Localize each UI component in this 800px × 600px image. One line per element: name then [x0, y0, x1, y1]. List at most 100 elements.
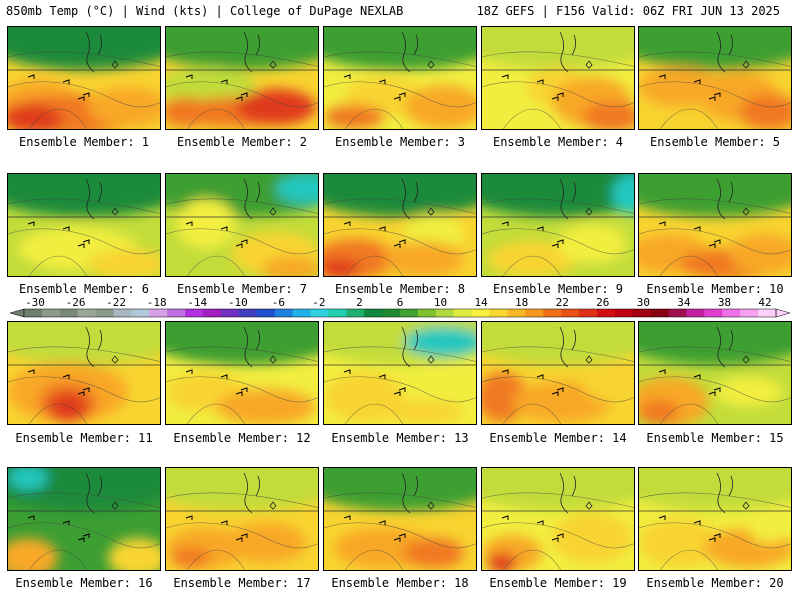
ensemble-member-label: Ensemble Member: 18	[331, 576, 469, 590]
colorbar-segment	[59, 309, 79, 317]
colorbar-tick-label: -22	[106, 296, 126, 309]
colorbar-segment	[543, 309, 562, 317]
temperature-colorbar: -30 -26 -22 -18 -14 -10 -6 -2 2 6 10 14 18 22 26 30 34 38…	[8, 296, 792, 320]
ensemble-member-label: Ensemble Member: 12	[173, 431, 311, 445]
ensemble-member-map	[165, 173, 319, 277]
ensemble-member-map	[638, 173, 792, 277]
colorbar-segment	[400, 309, 419, 317]
colorbar-tick-label: -6	[272, 296, 285, 309]
colorbar-segment	[131, 309, 150, 317]
colorbar-segment	[220, 309, 240, 317]
colorbar-segment	[417, 309, 437, 317]
colorbar-tick-label: 2	[356, 296, 363, 309]
colorbar-segment	[453, 309, 473, 317]
ensemble-member-label: Ensemble Member: 9	[492, 282, 624, 296]
colorbar-segment	[185, 309, 204, 317]
map-title: 850mb Temp (°C) | Wind (kts) | College o…	[6, 4, 404, 18]
ensemble-member-map	[323, 173, 477, 277]
colorbar-tick-label: -18	[147, 296, 167, 309]
ensemble-member-label: Ensemble Member: 16	[15, 576, 153, 590]
colorbar-segment	[632, 309, 652, 317]
ensemble-member-label: Ensemble Member: 15	[646, 431, 784, 445]
colorbar-segment	[41, 309, 61, 317]
ensemble-member-label: Ensemble Member: 11	[15, 431, 153, 445]
colorbar-segment	[668, 309, 687, 317]
colorbar-segment	[525, 309, 544, 317]
colorbar-segment	[256, 309, 276, 317]
colorbar-segment	[561, 309, 580, 317]
colorbar-max-arrow	[775, 308, 791, 318]
colorbar-segment	[704, 309, 723, 317]
ensemble-member-map	[481, 26, 635, 130]
ensemble-member-label: Ensemble Member: 8	[334, 282, 466, 296]
colorbar-segment	[310, 309, 329, 317]
colorbar-segment	[507, 309, 526, 317]
colorbar-segment	[722, 309, 741, 317]
ensemble-member-map	[7, 26, 161, 130]
colorbar-segment	[382, 309, 401, 317]
colorbar-tick-label: 22	[556, 296, 569, 309]
colorbar-tick-label: 18	[515, 296, 528, 309]
colorbar-tick-label: 26	[596, 296, 609, 309]
colorbar-segment	[203, 309, 222, 317]
colorbar-segment	[364, 309, 383, 317]
model-run-label: 18Z GEFS | F156 Valid: 06Z FRI JUN 13 20…	[476, 4, 780, 18]
colorbar-segment	[758, 309, 777, 317]
ensemble-member-label: Ensemble Member: 13	[331, 431, 469, 445]
colorbar-segment	[274, 309, 294, 317]
ensemble-member-map	[165, 26, 319, 130]
colorbar-tick-label: 6	[397, 296, 404, 309]
colorbar-segment	[292, 309, 311, 317]
ensemble-member-label: Ensemble Member: 4	[492, 135, 624, 149]
colorbar-segment	[167, 309, 186, 317]
colorbar-tick-label: 42	[758, 296, 771, 309]
ensemble-member-map	[7, 173, 161, 277]
colorbar-segment	[24, 309, 43, 317]
ensemble-member-map	[481, 467, 635, 571]
colorbar-tick-label: 34	[677, 296, 691, 309]
ensemble-member-label: Ensemble Member: 14	[489, 431, 627, 445]
ensemble-member-label: Ensemble Member: 2	[176, 135, 308, 149]
colorbar-segment	[113, 309, 132, 317]
colorbar-segment	[95, 309, 115, 317]
colorbar-segment	[489, 309, 508, 317]
ensemble-member-label: Ensemble Member: 7	[176, 282, 308, 296]
colorbar-segment	[471, 309, 491, 317]
colorbar-segment	[435, 309, 455, 317]
colorbar-tick-label: -30	[25, 296, 45, 309]
ensemble-member-map	[165, 321, 319, 425]
ensemble-member-label: Ensemble Member: 17	[173, 576, 311, 590]
colorbar-tick-label: -14	[187, 296, 207, 309]
ensemble-member-label: Ensemble Member: 20	[646, 576, 784, 590]
colorbar-tick-label: 10	[434, 296, 447, 309]
ensemble-member-map	[323, 321, 477, 425]
ensemble-member-map	[638, 26, 792, 130]
ensemble-member-map	[481, 321, 635, 425]
ensemble-member-label: Ensemble Member: 19	[489, 576, 627, 590]
colorbar-segment	[686, 309, 705, 317]
colorbar-segment	[596, 309, 616, 317]
ensemble-member-label: Ensemble Member: 6	[18, 282, 150, 296]
colorbar-segment	[650, 309, 670, 317]
ensemble-member-map	[165, 467, 319, 571]
colorbar-segment	[328, 309, 347, 317]
colorbar-tick-label: -10	[228, 296, 248, 309]
ensemble-member-map	[323, 26, 477, 130]
colorbar-segment	[77, 309, 97, 317]
colorbar-min-arrow	[9, 308, 25, 318]
ensemble-member-map	[7, 321, 161, 425]
ensemble-member-map	[638, 321, 792, 425]
colorbar-segment	[614, 309, 634, 317]
ensemble-member-label: Ensemble Member: 1	[18, 135, 150, 149]
colorbar-segment	[238, 309, 258, 317]
colorbar-tick-label: 30	[637, 296, 650, 309]
ensemble-member-label: Ensemble Member: 10	[646, 282, 784, 296]
colorbar-segment	[149, 309, 168, 317]
colorbar-tick-label: 14	[474, 296, 488, 309]
colorbar-segment	[740, 309, 759, 317]
ensemble-member-map	[638, 467, 792, 571]
colorbar-tick-label: -26	[66, 296, 86, 309]
ensemble-member-label: Ensemble Member: 3	[334, 135, 466, 149]
colorbar-segment	[579, 309, 598, 317]
colorbar-tick-label: 38	[718, 296, 731, 309]
